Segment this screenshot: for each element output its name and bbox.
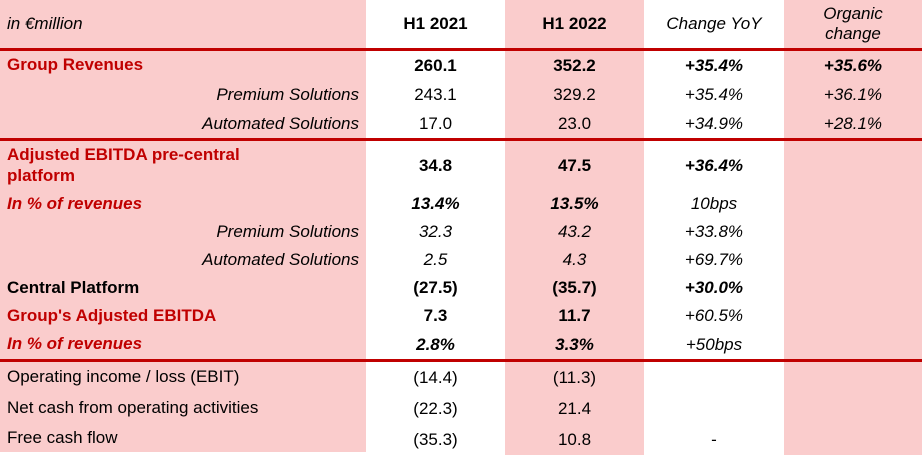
column-header-h1-2022: H1 2022 xyxy=(505,0,644,51)
cell-change-yoy: +36.4% xyxy=(684,155,744,175)
column-header-change-yoy: Change YoY xyxy=(644,0,784,51)
cell-change-yoy: +50bps xyxy=(644,330,784,362)
cell-h1-2021: 13.4% xyxy=(411,194,460,213)
row-label-text: Adjusted EBITDA pre-central platform xyxy=(7,145,240,185)
row-label: Premium Solutions xyxy=(0,80,366,109)
cell-change-yoy: +33.8% xyxy=(684,222,744,241)
cell-h1-2021: (35.3) xyxy=(413,429,458,449)
cell-organic-change: +36.1% xyxy=(784,80,922,109)
cell-h1-2021: 17.0 xyxy=(366,109,505,141)
column-header-h1-2021: H1 2021 xyxy=(366,0,505,51)
cell-h1-2021: 7.3 xyxy=(423,306,448,325)
cell-change-yoy: - xyxy=(711,429,717,449)
cell-h1-2022: 21.4 xyxy=(505,393,644,424)
column-header-organic-change: Organic change xyxy=(784,0,922,51)
cell-change-yoy: +35.4% xyxy=(684,55,744,75)
cell-h1-2022: 13.5% xyxy=(505,190,644,218)
cell-h1-2021: 243.1 xyxy=(414,84,457,104)
cell-h1-2022: 11.7 xyxy=(505,302,644,330)
row-label: Net cash from operating activities xyxy=(0,393,366,424)
cell-organic-change xyxy=(784,190,922,218)
cell-h1-2022: (11.3) xyxy=(505,362,644,393)
cell-organic-change xyxy=(784,302,922,330)
cell-organic-change: +35.6% xyxy=(784,51,922,80)
cell-h1-2021: (27.5) xyxy=(413,278,458,297)
unit-label: in €million xyxy=(0,0,366,51)
row-label: Group Revenues xyxy=(0,51,366,80)
cell-h1-2022: 23.0 xyxy=(505,109,644,141)
cell-change-yoy xyxy=(644,362,784,393)
cell-change-yoy: +60.5% xyxy=(684,306,744,325)
cell-h1-2021: 2.5 xyxy=(423,250,448,269)
row-label: Adjusted EBITDA pre-central platform xyxy=(0,141,366,190)
cell-h1-2021: 34.8 xyxy=(418,155,453,175)
row-label: In % of revenues xyxy=(0,330,366,362)
column-header-h1-2022-text: H1 2022 xyxy=(542,14,607,33)
cell-h1-2021: (22.3) xyxy=(413,398,458,418)
cell-organic-change xyxy=(784,362,922,393)
cell-change-yoy: +69.7% xyxy=(684,250,744,269)
column-header-organic-change-text: Organic change xyxy=(823,3,883,43)
row-label: In % of revenues xyxy=(0,190,366,218)
column-header-change-yoy-text: Change YoY xyxy=(666,14,762,33)
cell-organic-change xyxy=(784,246,922,274)
cell-organic-change xyxy=(784,141,922,190)
cell-organic-change xyxy=(784,424,922,455)
cell-organic-change xyxy=(784,218,922,246)
cell-h1-2022: (35.7) xyxy=(505,274,644,302)
row-label: Automated Solutions xyxy=(0,246,366,274)
cell-change-yoy xyxy=(644,393,784,424)
cell-change-yoy: +34.9% xyxy=(644,109,784,141)
unit-label-text: in €million xyxy=(7,13,83,33)
cell-change-yoy: 10bps xyxy=(690,194,738,213)
cell-h1-2022: 43.2 xyxy=(505,218,644,246)
row-label: Automated Solutions xyxy=(0,109,366,141)
cell-organic-change: +28.1% xyxy=(784,109,922,141)
row-label: Free cash flow xyxy=(0,424,366,455)
cell-h1-2021: (14.4) xyxy=(413,367,458,387)
row-label: Operating income / loss (EBIT) xyxy=(0,362,366,393)
cell-h1-2022: 329.2 xyxy=(505,80,644,109)
row-label: Group's Adjusted EBITDA xyxy=(0,302,366,330)
column-header-h1-2021-text: H1 2021 xyxy=(403,14,468,33)
row-label: Premium Solutions xyxy=(0,218,366,246)
cell-h1-2021: 2.8% xyxy=(366,330,505,362)
row-label: Central Platform xyxy=(0,274,366,302)
cell-organic-change xyxy=(784,330,922,362)
cell-organic-change xyxy=(784,393,922,424)
cell-h1-2022: 3.3% xyxy=(505,330,644,362)
cell-h1-2021: 32.3 xyxy=(418,222,453,241)
cell-change-yoy: +35.4% xyxy=(684,84,744,104)
cell-h1-2022: 352.2 xyxy=(505,51,644,80)
cell-organic-change xyxy=(784,274,922,302)
cell-change-yoy: +30.0% xyxy=(684,278,744,297)
cell-h1-2021: 260.1 xyxy=(414,55,457,75)
cell-h1-2022: 47.5 xyxy=(505,141,644,190)
cell-h1-2022: 4.3 xyxy=(505,246,644,274)
cell-h1-2022: 10.8 xyxy=(505,424,644,455)
